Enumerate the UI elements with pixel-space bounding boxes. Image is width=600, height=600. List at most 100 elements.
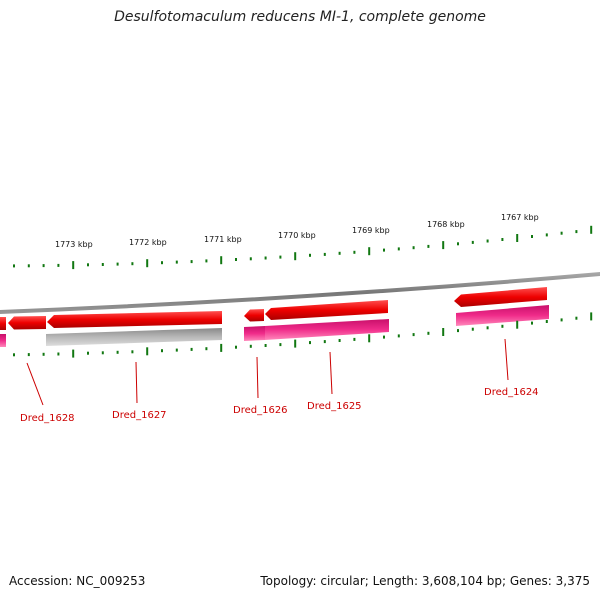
gene-arrows [0,287,547,330]
ruler-tick [501,238,504,241]
genome-backbone [0,272,600,314]
ruler-tick [545,233,548,237]
cds-bar-dred-1625 [265,319,389,340]
accession-label: Accession: NC_009253 [9,574,146,588]
lower-ruler-tick [471,327,474,331]
ruler-tick [264,256,267,260]
ruler-tick [205,259,208,263]
map-title: Desulfotomaculum reducens MI-1, complete… [114,9,486,25]
lower-ruler-tick [442,328,445,336]
lower-ruler-tick [205,347,208,351]
lower-ruler-tick [545,320,548,323]
kbp-label: 1768 kbp [427,220,465,229]
kbp-label: 1771 kbp [204,235,242,244]
lower-ruler-tick [294,339,297,348]
lower-ruler-tick [27,353,30,357]
gene-arrow-dred-1627 [47,311,222,328]
gene-arrow-dred-1628 [8,316,46,330]
ruler-tick [279,255,282,259]
gene-label-dred-1626: Dred_1626 [233,405,288,416]
ruler-tick [235,258,237,261]
lower-ruler-tick [161,349,163,353]
lower-ruler-tick [323,340,326,344]
ruler-tick [323,252,326,256]
kbp-label: 1769 kbp [352,226,390,235]
kbp-label: 1772 kbp [129,238,167,247]
ruler-tick [383,248,385,252]
lower-ruler-tick [235,345,237,349]
leader-dred-1626 [256,356,259,399]
genome-summary: Topology: circular; Length: 3,608,104 bp… [260,574,590,588]
ruler-tick [42,264,45,268]
label-leaders [26,338,509,406]
ruler-tick [220,256,223,265]
lower-ruler-tick [309,341,311,345]
kbp-label: 1767 kbp [501,213,539,222]
ruler-tick [131,262,134,266]
ruler-tick [457,242,459,246]
ruler-tick [486,239,489,243]
ruler-tick [27,264,30,268]
ruler-tick [516,234,519,242]
ruler-tick [294,252,297,261]
gene-label-dred-1627: Dred_1627 [112,410,167,421]
cds-bars [0,305,549,347]
lower-ruler-tick [13,353,15,357]
lower-ruler-tick [264,344,267,347]
lower-ruler-tick [427,331,430,335]
cds-bar-dred-1626 [244,326,265,341]
gene-label-dred-1624: Dred_1624 [484,387,539,398]
lower-ruler [13,312,593,358]
ruler-tick [249,257,252,261]
ruler-tick [471,240,474,244]
lower-ruler-tick [486,326,489,330]
cds-bar-dred-1627 [46,328,222,346]
gene-labels: Dred_1628 Dred_1627 Dred_1626 Dred_1625 … [20,387,539,424]
lower-ruler-tick [397,334,400,338]
leader-dred-1625 [329,351,333,395]
gene-arrow-dred-1624 [454,287,547,307]
lower-ruler-tick [42,352,45,356]
lower-ruler-tick [368,334,371,343]
ruler-tick [338,251,341,255]
ruler-tick [353,250,356,254]
ruler-tick [190,260,193,264]
ruler-tick [146,259,149,268]
lower-ruler-tick [531,321,533,325]
kbp-labels: 1773 kbp 1772 kbp 1771 kbp 1770 kbp 1769… [55,213,539,249]
ruler-tick [531,235,533,238]
lower-ruler-tick [457,329,459,333]
ruler-tick [575,230,578,234]
gene-arrow-dred-1626 [244,309,264,322]
lower-ruler-tick [560,318,563,322]
lower-ruler-tick [383,335,385,339]
ruler-tick [560,231,563,235]
cds-bar-dred-1624 [456,305,549,326]
ruler-tick [13,264,15,268]
lower-ruler-tick [279,343,282,347]
ruler-tick [57,263,60,267]
lower-ruler-tick [87,351,89,355]
kbp-ruler [13,225,593,270]
ruler-tick [101,263,104,266]
lower-ruler-tick [101,351,104,355]
lower-ruler-tick [220,343,223,352]
lower-ruler-tick [501,324,504,328]
lower-ruler-tick [338,339,341,342]
gene-label-dred-1625: Dred_1625 [307,401,362,412]
cds-bar-dred-1628 [0,334,6,347]
lower-ruler-tick [190,347,193,351]
ruler-tick [175,260,178,264]
lower-ruler-tick [116,350,119,354]
ruler-tick [309,253,311,257]
ruler-tick [161,261,163,265]
leader-dred-1627 [135,361,138,404]
gene-arrow-dred-1625 [265,300,388,320]
lower-ruler-tick [57,352,60,356]
ruler-tick [412,246,415,250]
ruler-tick [72,261,75,270]
lower-ruler-tick [175,348,178,352]
kbp-label: 1770 kbp [278,231,316,240]
ruler-tick [590,225,593,234]
